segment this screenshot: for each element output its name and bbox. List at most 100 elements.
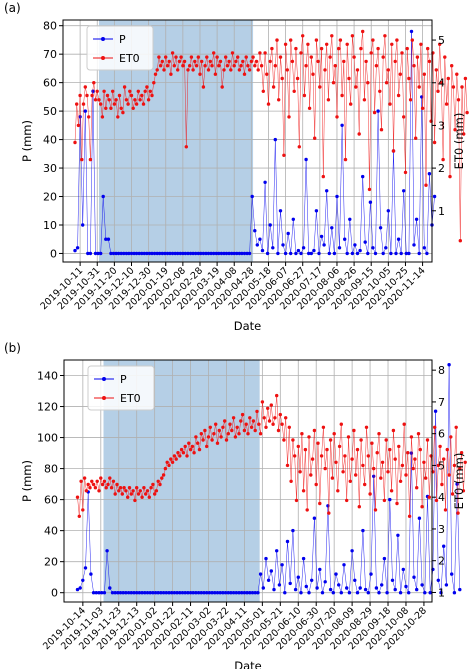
data-point bbox=[386, 209, 390, 213]
data-point bbox=[109, 486, 114, 490]
data-point bbox=[172, 63, 176, 68]
data-point bbox=[443, 55, 447, 59]
data-point bbox=[328, 55, 332, 59]
data-point bbox=[169, 72, 173, 76]
ytick-left-label: 40 bbox=[44, 525, 58, 538]
data-point bbox=[88, 157, 93, 162]
data-point bbox=[311, 72, 315, 76]
data-point bbox=[188, 251, 193, 256]
data-point bbox=[235, 425, 239, 429]
data-point bbox=[355, 68, 360, 72]
data-point bbox=[75, 495, 80, 499]
data-point bbox=[420, 505, 424, 509]
data-point bbox=[124, 489, 128, 493]
data-point bbox=[253, 428, 257, 433]
data-point bbox=[120, 492, 125, 496]
data-point bbox=[269, 403, 273, 407]
data-point bbox=[460, 85, 464, 89]
data-point bbox=[432, 194, 437, 199]
data-point bbox=[253, 591, 257, 595]
data-point bbox=[192, 451, 196, 455]
data-point bbox=[176, 251, 180, 256]
data-point bbox=[424, 476, 428, 480]
data-point bbox=[415, 486, 419, 490]
data-point bbox=[99, 251, 103, 256]
data-point bbox=[280, 563, 284, 567]
data-point bbox=[357, 505, 361, 509]
data-point bbox=[307, 106, 312, 111]
data-point bbox=[179, 447, 184, 452]
data-point bbox=[201, 85, 206, 89]
data-point bbox=[90, 93, 94, 98]
data-point bbox=[114, 98, 118, 102]
data-point bbox=[388, 447, 392, 452]
data-point bbox=[384, 438, 388, 442]
data-point bbox=[439, 81, 444, 85]
data-point bbox=[450, 63, 454, 68]
data-point bbox=[131, 489, 135, 493]
data-point bbox=[76, 123, 81, 128]
legend-label-et0: ET0 bbox=[120, 392, 141, 405]
data-point bbox=[235, 251, 239, 256]
data-point bbox=[199, 591, 203, 595]
data-point bbox=[81, 223, 85, 227]
data-point bbox=[242, 251, 247, 256]
data-point bbox=[75, 246, 80, 250]
data-point bbox=[366, 81, 370, 85]
data-point bbox=[368, 492, 372, 496]
data-point bbox=[330, 34, 334, 38]
data-point bbox=[422, 72, 426, 76]
data-point bbox=[456, 511, 460, 515]
data-point bbox=[119, 106, 123, 111]
data-point bbox=[83, 566, 88, 570]
data-point bbox=[350, 34, 355, 38]
data-point bbox=[372, 474, 376, 478]
data-point bbox=[263, 51, 267, 55]
data-point bbox=[236, 55, 240, 59]
data-point bbox=[170, 591, 174, 595]
data-point bbox=[299, 591, 303, 595]
data-point bbox=[289, 479, 293, 483]
data-point bbox=[391, 428, 396, 433]
data-point bbox=[358, 586, 362, 590]
data-point bbox=[374, 63, 379, 68]
data-point bbox=[400, 463, 405, 468]
data-point bbox=[160, 251, 164, 256]
data-point bbox=[163, 466, 168, 471]
data-point bbox=[439, 591, 443, 595]
data-point bbox=[366, 454, 370, 458]
data-point bbox=[301, 34, 305, 38]
data-point bbox=[184, 145, 188, 149]
data-point bbox=[427, 495, 431, 499]
data-point bbox=[228, 422, 232, 426]
data-point bbox=[104, 106, 108, 111]
data-point bbox=[310, 578, 314, 582]
data-point bbox=[202, 591, 206, 595]
data-point bbox=[294, 251, 298, 256]
data-point bbox=[314, 482, 318, 487]
data-point bbox=[309, 473, 313, 477]
data-point bbox=[287, 425, 291, 429]
data-point bbox=[149, 486, 153, 490]
data-point bbox=[369, 51, 373, 55]
data-point bbox=[116, 591, 120, 595]
data-point bbox=[343, 237, 347, 241]
data-point bbox=[345, 586, 349, 590]
data-point bbox=[300, 432, 304, 436]
data-point bbox=[134, 102, 139, 106]
data-point bbox=[461, 489, 466, 493]
data-point bbox=[208, 425, 212, 429]
data-point bbox=[215, 441, 220, 445]
data-point bbox=[141, 102, 146, 106]
data-point bbox=[316, 441, 320, 445]
data-point bbox=[262, 416, 266, 420]
data-point bbox=[126, 102, 130, 106]
data-point bbox=[265, 251, 270, 256]
data-point bbox=[256, 68, 260, 72]
data-point bbox=[167, 463, 171, 468]
x-axis-label: Date bbox=[234, 319, 262, 333]
data-point bbox=[290, 59, 295, 64]
data-point bbox=[185, 454, 189, 458]
data-point bbox=[266, 578, 271, 582]
data-point bbox=[174, 55, 178, 59]
